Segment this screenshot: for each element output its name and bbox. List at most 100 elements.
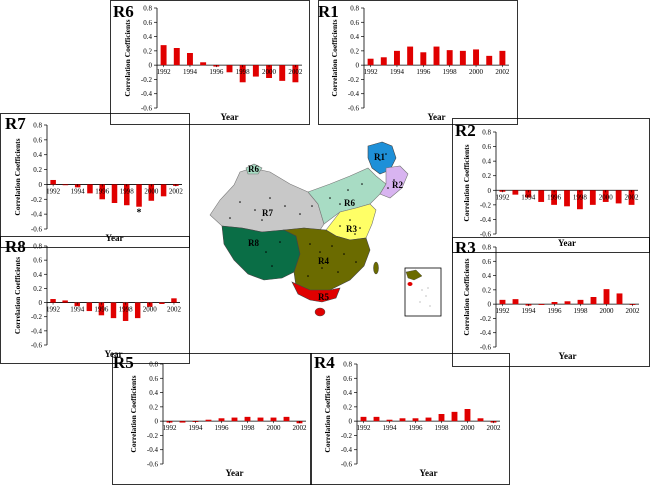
bar-2001 <box>279 65 286 81</box>
panel-label-r3: R3 <box>455 238 476 257</box>
bar-1992 <box>50 299 56 303</box>
x-tick-label: 1998 <box>443 68 458 76</box>
bar-1999 <box>257 417 264 422</box>
y-tick-label: -0.4 <box>147 446 159 454</box>
bar-2001 <box>486 55 493 66</box>
panel-label-r2: R2 <box>455 121 476 140</box>
x-tick-label: 1994 <box>189 424 204 432</box>
bar-1997 <box>564 190 570 207</box>
bar-1995 <box>399 418 406 422</box>
y-tick-label: -0.2 <box>341 432 353 440</box>
y-tick-label: 0.8 <box>149 361 158 369</box>
bar-1992 <box>499 299 506 305</box>
bar-1996 <box>412 418 419 422</box>
bar-1994 <box>525 190 532 198</box>
x-tick-label: 1992 <box>46 306 61 314</box>
y-tick-label: 0.4 <box>149 389 158 397</box>
y-tick-label: 0.2 <box>33 285 42 293</box>
x-tick-label: 1998 <box>241 424 256 432</box>
bar-1997 <box>425 417 432 422</box>
x-tick-label: 2002 <box>293 424 308 432</box>
bar-1996 <box>98 302 105 316</box>
y-tick-label: 0.4 <box>350 33 359 41</box>
panel-r3: R3 0.8 0.6 0.4 0.2 0 -0.2 -0.4 -0.6 1992 1994 1996… <box>452 237 650 367</box>
x-tick-label: 1992 <box>46 187 61 195</box>
x-tick-label: 2000 <box>599 193 614 201</box>
y-tick-label: -0.2 <box>147 432 159 440</box>
bar-1993 <box>512 190 519 195</box>
map-label-r6-west: R6 <box>248 164 259 174</box>
y-tick-label: 0.4 <box>33 151 42 159</box>
x-axis-title: Year <box>420 468 438 478</box>
bar-1997 <box>231 417 238 422</box>
bar-1997 <box>433 46 440 66</box>
bar-1997 <box>564 301 571 305</box>
y-tick-label: 0 <box>39 181 43 189</box>
y-tick-label: 0.6 <box>143 19 152 27</box>
x-tick-label: 1994 <box>390 68 405 76</box>
bar-1992 <box>50 179 56 185</box>
map-label-r2: R2 <box>392 180 403 190</box>
bar-1995 <box>205 419 212 422</box>
chart-r7: 0.8 0.6 0.4 0.2 0 -0.2 -0.4 -0.6 1992 1994 1996 199… <box>0 113 190 248</box>
y-tick-label: 0.8 <box>33 243 42 251</box>
bar-1994 <box>386 419 393 422</box>
bar-1992 <box>367 58 374 66</box>
y-tick-label: 0 <box>39 299 43 307</box>
y-tick-label: -0.2 <box>480 315 492 323</box>
bar-1993 <box>512 299 519 305</box>
bar-1999 <box>459 50 466 66</box>
y-tick-label: 0.6 <box>482 143 491 151</box>
x-tick-label: 2000 <box>600 307 615 315</box>
y-tick-label: 0 <box>349 418 353 426</box>
y-tick-label: 0.6 <box>149 375 158 383</box>
bar-1998 <box>438 414 445 422</box>
y-tick-label: 0.4 <box>33 271 42 279</box>
chart-r5: 0.8 0.6 0.4 0.2 0 -0.2 -0.4 -0.6 1992 1994 1996 199… <box>112 353 312 485</box>
bar-1992 <box>360 416 367 422</box>
bar-1999 <box>252 65 259 77</box>
panel-r5: R5 0.8 0.6 0.4 0.2 0 -0.2 -0.4 -0.6 1992 1994 1996… <box>112 353 312 485</box>
y-tick-label: 0.2 <box>143 47 152 55</box>
map-region-r2 <box>379 165 409 199</box>
x-tick-label: 2002 <box>625 193 640 201</box>
panel-frame <box>318 0 518 125</box>
x-tick-label: 1998 <box>119 306 134 314</box>
bar-2001 <box>615 190 622 204</box>
y-tick-label: -0.4 <box>31 327 43 335</box>
bar-1996 <box>551 190 557 205</box>
bar-2002 <box>171 298 177 303</box>
panel-label-r5: R5 <box>113 353 134 372</box>
panel-r4: R4 0.8 0.6 0.4 0.2 0 -0.2 -0.4 -0.6 1992 1994 1996… <box>310 353 510 485</box>
bar-2002 <box>499 50 506 66</box>
chart-r1: 0.8 0.6 0.4 0.2 0 -0.2 -0.4 -0.6 1992 1994 1996 199… <box>318 0 518 125</box>
bar-1994 <box>393 50 400 66</box>
bar-1998 <box>577 299 584 305</box>
y-tick-label: -0.6 <box>348 105 360 113</box>
x-axis-title: Year <box>105 349 123 359</box>
chart-r3: 0.8 0.6 0.4 0.2 0 -0.2 -0.4 -0.6 1992 1994 1996 199… <box>452 237 650 367</box>
bar-1998 <box>577 190 583 210</box>
panel-label-r6: R6 <box>113 2 134 21</box>
y-tick-label: 0.4 <box>143 33 152 41</box>
panel-frame <box>0 113 190 248</box>
x-tick-label: 1998 <box>574 307 589 315</box>
bar-2000 <box>147 302 153 307</box>
x-tick-label: 1998 <box>120 187 135 195</box>
x-tick-label: 2000 <box>469 68 484 76</box>
panel-label-r7: R7 <box>5 114 26 133</box>
map-region-r7 <box>209 167 325 233</box>
bar-1998 <box>122 302 129 321</box>
bar-1998 <box>244 416 251 422</box>
bar-1995 <box>538 190 545 202</box>
x-tick-label: 1996 <box>209 68 224 76</box>
y-tick-label: 0 <box>488 301 492 309</box>
x-tick-label: 1994 <box>383 424 398 432</box>
y-tick-label: 0.8 <box>343 361 352 369</box>
y-axis-title: Correlation Coefficients <box>13 257 22 334</box>
x-tick-label: 1992 <box>357 424 372 432</box>
y-tick-label: 0 <box>488 187 492 195</box>
y-tick-label: 0.4 <box>482 272 491 280</box>
y-tick-label: 0.6 <box>482 258 491 266</box>
panel-r7: R7 0.8 0.6 0.4 0.2 0 -0.2 -0.4 -0.6 1992 1994 1996… <box>0 113 190 248</box>
